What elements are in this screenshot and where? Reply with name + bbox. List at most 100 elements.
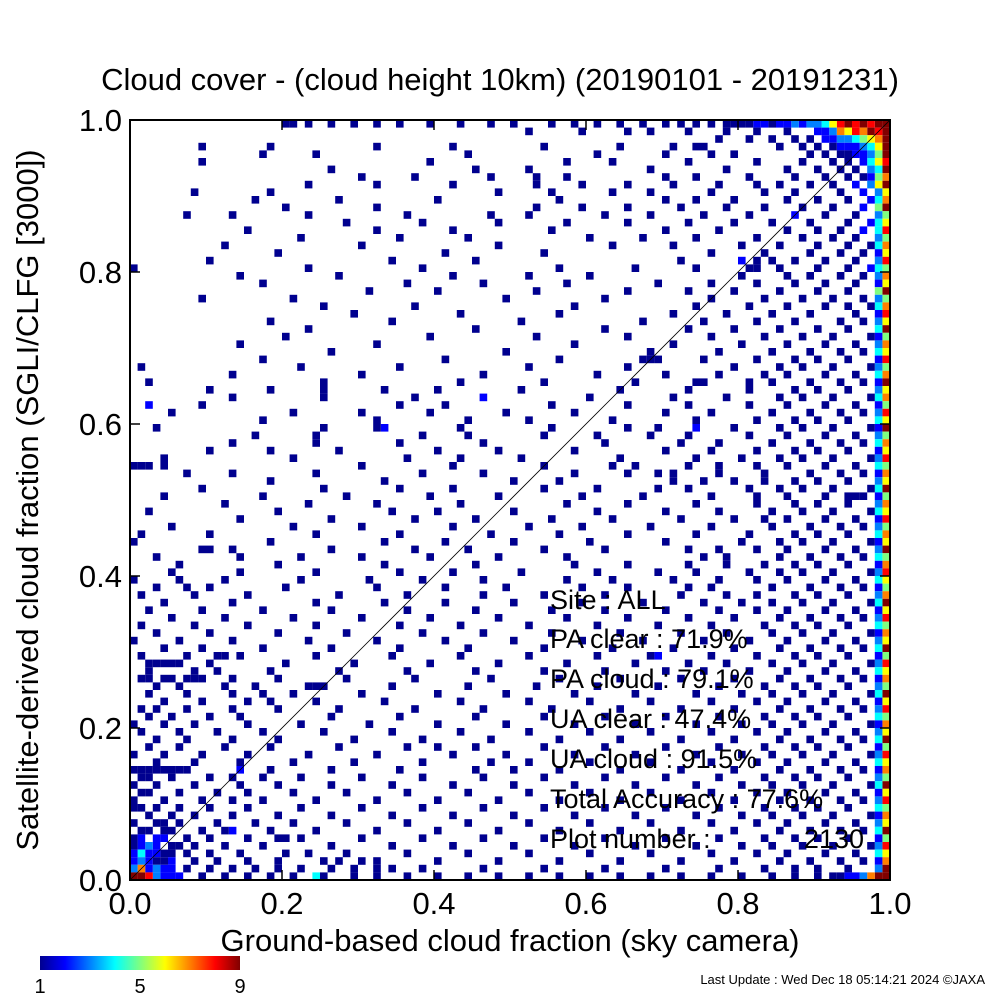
heatmap-cell [882,158,890,166]
heatmap-cell [730,325,738,333]
heatmap-cell [730,826,738,835]
heatmap-cell [358,690,366,698]
heatmap-cell [844,287,852,295]
heatmap-cell [418,834,427,842]
heatmap-cell [312,568,320,576]
heatmap-cell [806,614,814,622]
heatmap-cell [874,401,883,409]
heatmap-cell [236,568,244,576]
heatmap-cell [403,788,412,797]
heatmap-cell [783,302,792,310]
x-tick-label: 0.0 [108,886,151,921]
heatmap-cell [426,553,434,561]
heatmap-cell [882,348,890,356]
heatmap-cell [852,667,860,675]
heatmap-cell [601,864,609,873]
heatmap-cell [244,226,252,234]
heatmap-cell [776,735,784,744]
heatmap-cell [730,857,738,865]
heatmap-cell [479,279,488,288]
heatmap-cell [882,553,890,561]
heatmap-cell [160,697,168,706]
heatmap-cell [806,218,814,227]
heatmap-cell [145,507,153,516]
heatmap-cell [502,348,510,356]
heatmap-cell [266,446,275,455]
heatmap-cell [760,477,769,485]
heatmap-cell [639,355,647,364]
heatmap-cell [244,720,252,728]
heatmap-cell [251,431,260,440]
heatmap-cell [601,606,609,614]
heatmap-cell [783,849,792,858]
heatmap-cell [548,226,556,234]
heatmap-cell [662,150,670,158]
heatmap-cell [677,203,685,212]
heatmap-cell [654,279,662,288]
heatmap-cell [859,522,868,531]
heatmap-cell [859,272,868,280]
heatmap-cell [274,507,282,516]
heatmap-cell [464,234,472,242]
heatmap-cell [852,256,860,265]
heatmap-cell [882,735,890,744]
heatmap-cell [358,857,366,865]
heatmap-cell [874,766,883,774]
heatmap-cell [540,804,548,812]
heatmap-cell [198,158,206,166]
heatmap-cell [882,469,890,478]
heatmap-cell [791,864,799,873]
heatmap-cell [776,241,784,250]
y-tick-label: 0.2 [79,711,122,746]
heatmap-cell [160,492,168,500]
heatmap-cell [882,545,890,554]
heatmap-cell [844,834,852,842]
heatmap-cell [874,158,883,166]
heatmap-cell [274,834,282,842]
heatmap-cell [152,735,161,744]
heatmap-cell [228,796,237,804]
heatmap-cell [874,317,883,326]
heatmap-cell [654,469,662,478]
heatmap-cell [882,188,890,196]
heatmap-cell [517,317,526,326]
heatmap-cell [836,127,845,136]
x-tick-label: 1.0 [868,886,911,921]
heatmap-cell [548,705,556,713]
heatmap-cell [783,788,792,797]
heatmap-cell [646,728,655,736]
heatmap-cell [882,302,890,310]
heatmap-cell [396,766,404,774]
heatmap-cell [738,241,746,250]
heatmap-cell [160,834,168,842]
heatmap-cell [882,788,890,797]
heatmap-cell [320,393,328,402]
heatmap-cell [874,674,883,683]
y-axis-label: Satellite-derived cloud fraction (SGLI/C… [10,149,45,850]
heatmap-cell [335,196,343,204]
heatmap-cell [259,773,267,782]
heatmap-cell [700,477,708,485]
heatmap-cell [145,826,153,835]
heatmap-cell [586,728,594,736]
heatmap-cell [814,477,822,485]
heatmap-cell [882,241,890,250]
heatmap-cell [867,196,875,204]
colorbar: 1 5 9 [34,956,246,998]
heatmap-cell [730,120,738,128]
heatmap-cell [829,142,837,151]
heatmap-cell [867,241,875,250]
heatmap-cell [213,728,222,736]
heatmap-cell [631,750,640,759]
heatmap-cell [168,522,176,531]
heatmap-cell [137,766,146,774]
heatmap-cell [707,332,716,341]
heatmap-cell [852,165,860,174]
heatmap-cell [692,302,700,310]
heatmap-cell [586,697,594,706]
heatmap-cell [829,158,837,166]
heatmap-cell [510,781,518,789]
heatmap-cell [593,150,602,158]
heatmap-cell [829,781,837,789]
